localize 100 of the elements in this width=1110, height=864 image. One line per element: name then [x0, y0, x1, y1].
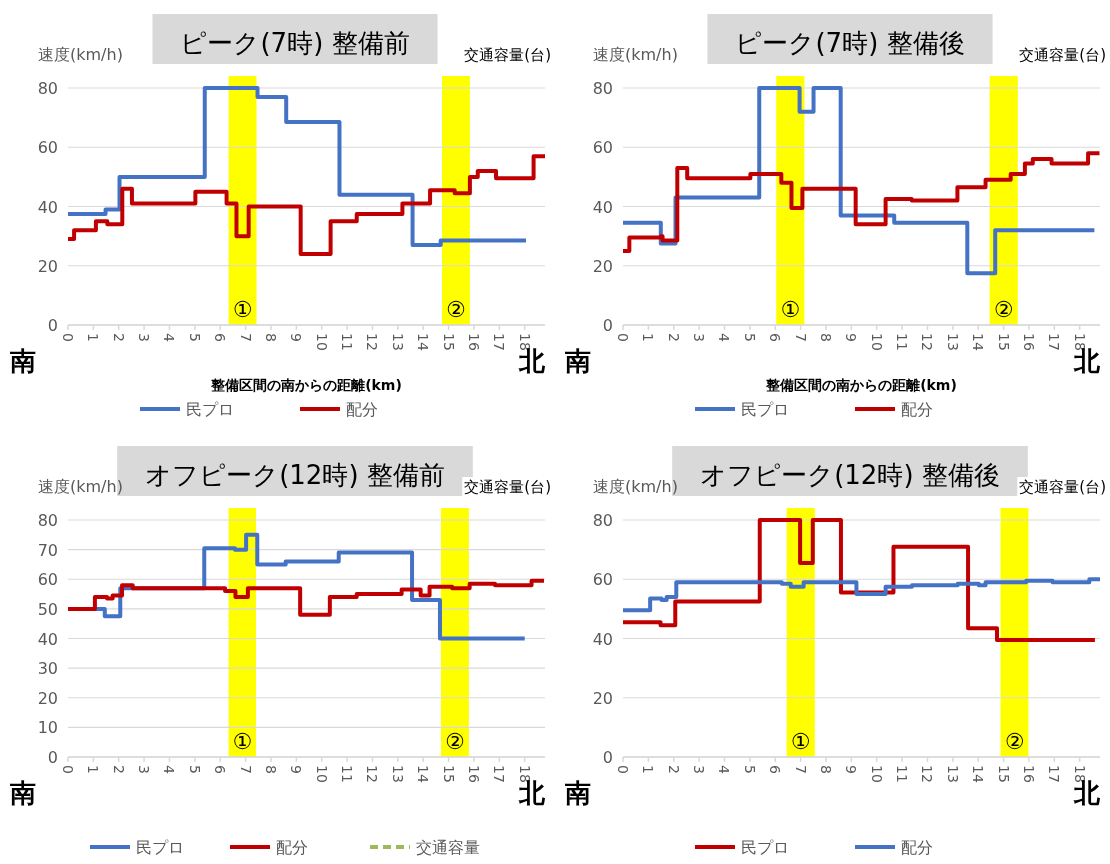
x-tick-label: 13 [944, 333, 961, 351]
x-tick-label: 5 [186, 765, 203, 774]
y-tick-label: 70 [37, 540, 58, 560]
x-axis-title: 整備区間の南からの距離(km) [765, 377, 957, 393]
x-tick-label: 6 [767, 333, 784, 342]
x-tick-label: 6 [212, 765, 229, 774]
x-tick-label: 4 [716, 765, 733, 774]
x-tick-label: 15 [440, 765, 457, 783]
x-tick-label: 6 [212, 333, 229, 342]
legend-label: 配分 [276, 838, 308, 857]
x-tick-label: 4 [161, 333, 178, 342]
x-tick-label: 3 [136, 333, 153, 342]
x-tick-label: 3 [136, 765, 153, 774]
y-axis-title: 速度(km/h) [38, 45, 123, 64]
x-tick-label: 7 [792, 333, 809, 342]
y-tick-label: 40 [592, 197, 613, 217]
y-axis-title: 速度(km/h) [593, 477, 678, 496]
y2-axis-title: 交通容量(台) [464, 46, 551, 64]
x-tick-label: 12 [364, 765, 381, 783]
y-tick-label: 20 [592, 688, 613, 708]
chart-title: ピーク(7時) 整備後 [735, 28, 965, 58]
x-tick-label: 18 [516, 765, 533, 783]
legend-label: 民プロ [741, 400, 789, 419]
x-tick-label: 16 [1020, 765, 1037, 783]
x-tick-label: 1 [640, 765, 657, 774]
band-label: ① [232, 297, 253, 322]
y-axis-title: 速度(km/h) [38, 477, 123, 496]
x-tick-label: 16 [465, 765, 482, 783]
x-tick-label: 1 [640, 333, 657, 342]
x-tick-label: 18 [1071, 333, 1088, 351]
x-tick-label: 4 [716, 333, 733, 342]
x-tick-label: 15 [995, 765, 1012, 783]
legend-label: 配分 [901, 838, 933, 857]
x-tick-label: 7 [237, 333, 254, 342]
y-tick-label: 20 [592, 256, 613, 276]
x-tick-label: 6 [767, 765, 784, 774]
legend-label: 民プロ [741, 838, 789, 857]
x-tick-label: 17 [491, 765, 508, 783]
x-tick-label: 0 [60, 333, 76, 342]
x-tick-label: 11 [339, 333, 356, 351]
x-tick-label: 14 [415, 333, 432, 351]
y-tick-label: 60 [592, 138, 613, 158]
legend-label: 民プロ [136, 838, 184, 857]
legend-label: 配分 [901, 400, 933, 419]
y-tick-label: 60 [37, 570, 58, 590]
x-tick-label: 9 [288, 333, 305, 342]
y2-axis-title: 交通容量(台) [1019, 478, 1106, 496]
band-label: ① [232, 729, 253, 754]
legend-label: 交通容量 [416, 838, 480, 857]
x-tick-label: 9 [288, 765, 305, 774]
y-tick-label: 80 [592, 511, 613, 530]
chart-title: オフピーク(12時) 整備前 [145, 460, 445, 490]
x-tick-label: 8 [262, 333, 279, 342]
legend-label: 配分 [346, 400, 378, 419]
band-label: ① [790, 729, 811, 754]
x-tick-label: 17 [1046, 765, 1063, 783]
x-tick-label: 18 [516, 333, 533, 351]
band-label: ② [446, 297, 466, 322]
x-axis-title: 整備区間の南からの距離(km) [210, 377, 402, 393]
x-tick-label: 14 [415, 765, 432, 783]
x-tick-label: 9 [843, 333, 860, 342]
x-tick-label: 0 [615, 333, 631, 342]
x-tick-label: 11 [339, 765, 356, 783]
y-tick-label: 10 [37, 718, 58, 738]
x-tick-label: 15 [995, 333, 1012, 351]
text: 南 [9, 346, 36, 376]
x-tick-label: 13 [944, 765, 961, 783]
text: 南 [564, 778, 591, 808]
x-tick-label: 11 [894, 765, 911, 783]
x-tick-label: 10 [313, 333, 330, 351]
band-label: ② [445, 729, 465, 754]
x-tick-label: 12 [919, 765, 936, 783]
y-tick-label: 80 [37, 79, 58, 98]
x-tick-label: 10 [868, 765, 885, 783]
x-tick-label: 18 [1071, 765, 1088, 783]
x-tick-label: 3 [691, 333, 708, 342]
y2-axis-title: 交通容量(台) [464, 478, 551, 496]
x-tick-label: 1 [85, 333, 102, 342]
x-tick-label: 2 [665, 333, 682, 342]
y-tick-label: 80 [592, 79, 613, 98]
x-tick-label: 14 [970, 765, 987, 783]
x-tick-label: 2 [110, 333, 127, 342]
x-tick-label: 13 [389, 333, 406, 351]
x-tick-label: 2 [665, 765, 682, 774]
x-tick-label: 5 [186, 333, 203, 342]
y-tick-label: 40 [37, 629, 58, 649]
legend-label: 民プロ [186, 400, 234, 419]
x-tick-label: 0 [60, 765, 76, 774]
x-tick-label: 16 [465, 333, 482, 351]
y-axis-title: 速度(km/h) [593, 45, 678, 64]
chart-title: オフピーク(12時) 整備後 [700, 460, 1000, 490]
x-tick-label: 4 [161, 765, 178, 774]
text: 南 [564, 346, 591, 376]
y-tick-label: 60 [592, 570, 613, 590]
y-tick-label: 60 [37, 138, 58, 158]
band-label: ② [1004, 729, 1025, 754]
x-tick-label: 15 [440, 333, 457, 351]
x-tick-label: 16 [1020, 333, 1037, 351]
x-tick-label: 13 [389, 765, 406, 783]
x-tick-label: 8 [262, 765, 279, 774]
